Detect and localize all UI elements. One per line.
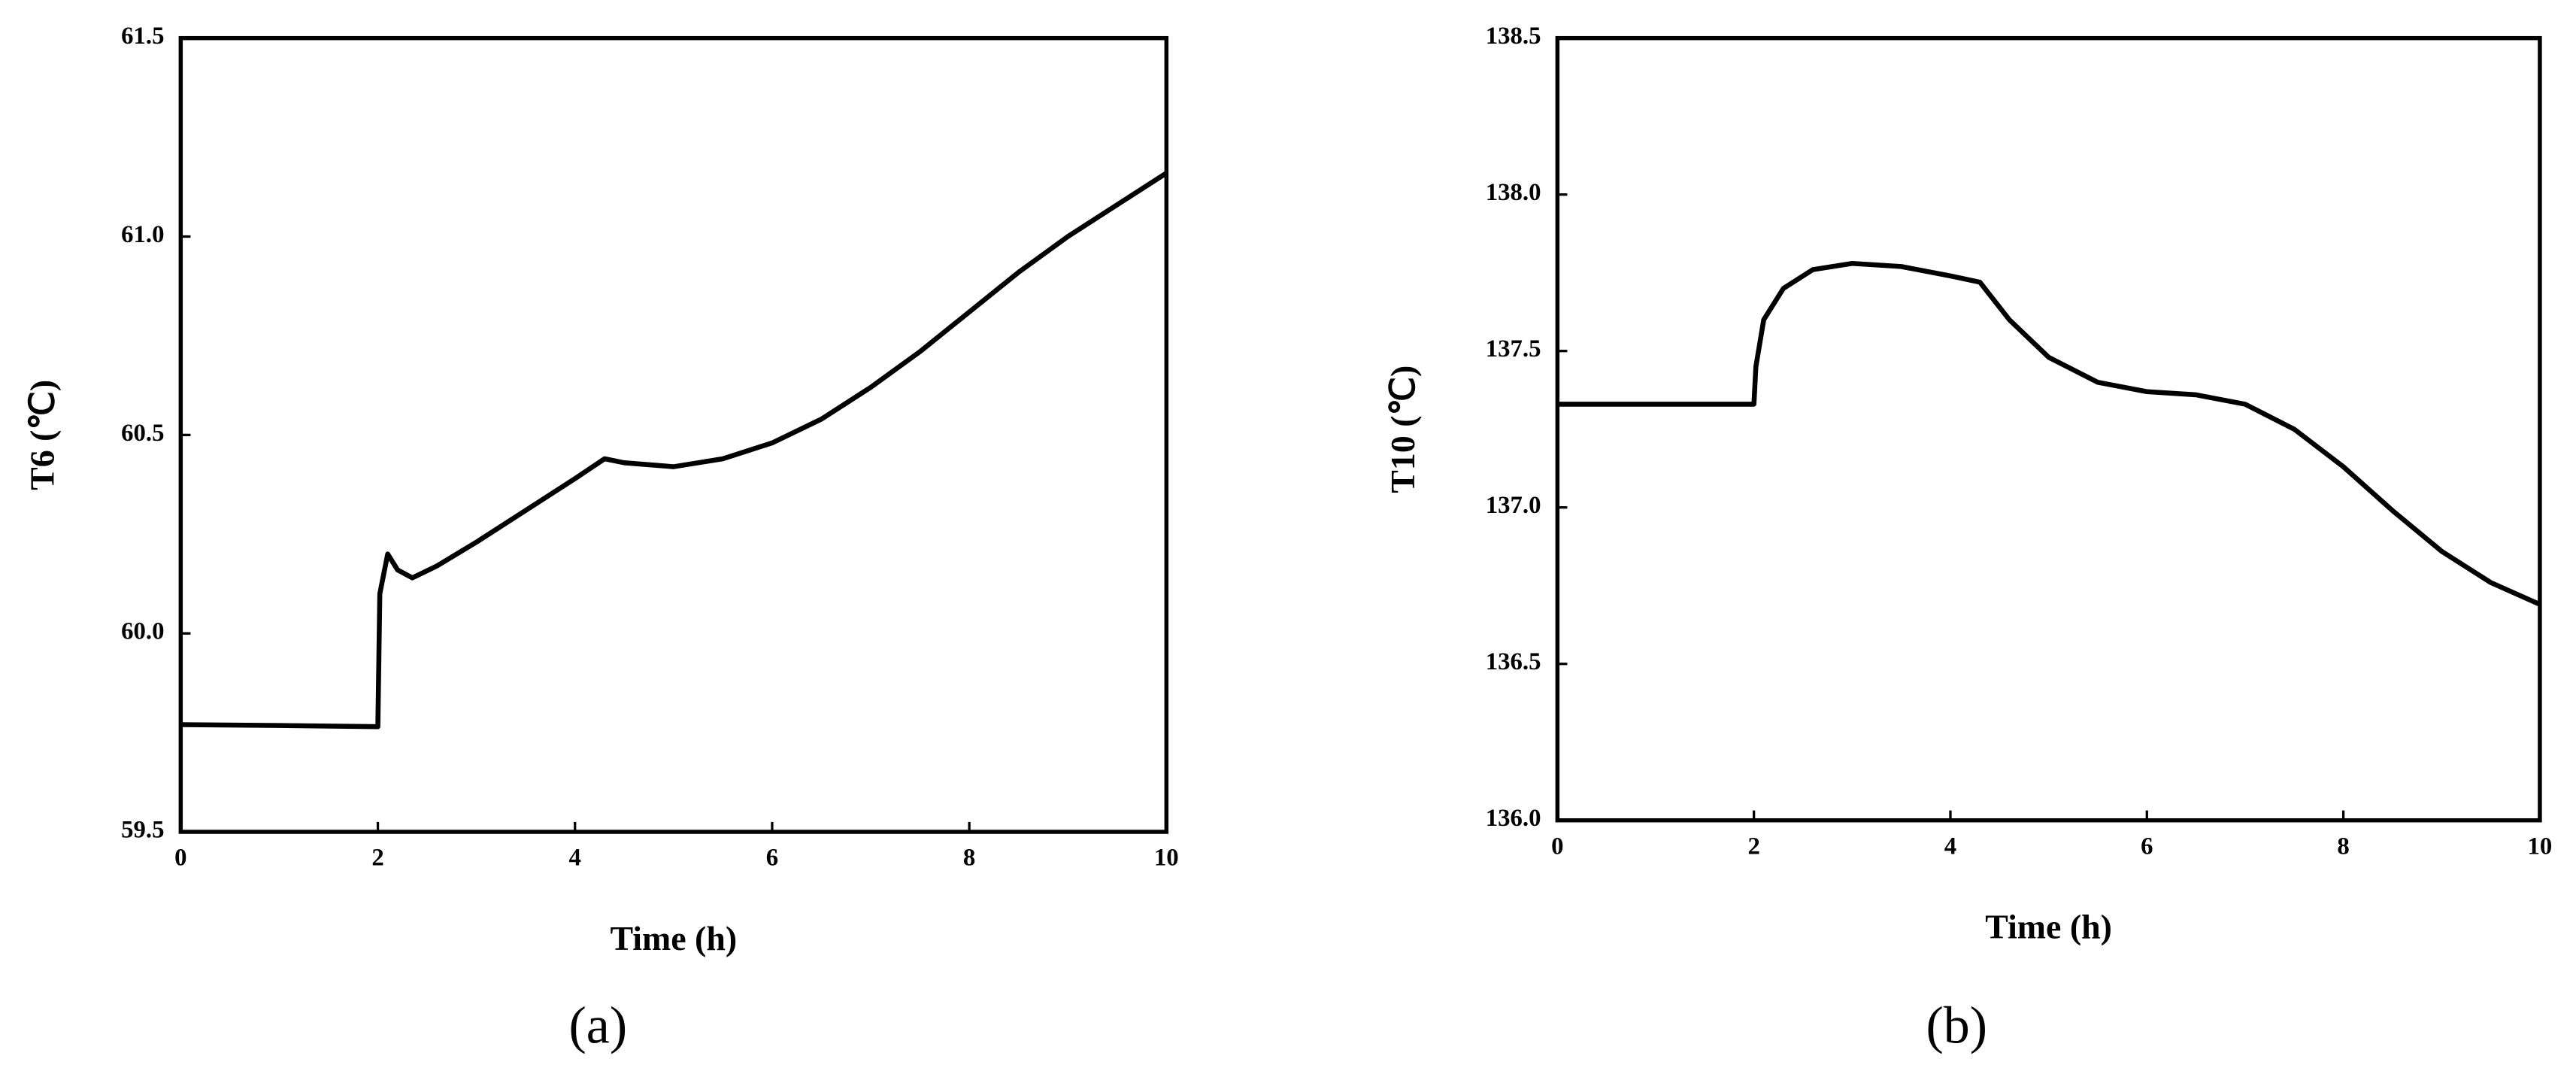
x-tick-label: 10 — [2528, 833, 2553, 860]
panel-caption: (a) — [569, 997, 628, 1054]
data-line — [180, 171, 1168, 730]
x-tick-label: 6 — [766, 845, 778, 872]
y-tick-label: 136.0 — [1486, 805, 1541, 832]
x-tick-label: 10 — [1154, 845, 1179, 872]
y-axis-label: T6 (℃) — [23, 380, 62, 490]
x-axis-label: Time (h) — [611, 919, 738, 957]
y-tick-label: 60.5 — [121, 420, 164, 447]
x-tick-label: 4 — [1944, 833, 1956, 860]
y-tick-label: 137.5 — [1486, 335, 1541, 363]
y-tick-label: 138.5 — [1486, 23, 1541, 50]
y-tick-label: 61.0 — [121, 221, 164, 248]
y-tick-label: 60.0 — [121, 618, 164, 645]
y-tick-label: 137.0 — [1486, 492, 1541, 519]
panel-caption: (b) — [1926, 997, 1988, 1054]
x-axis-label: Time (h) — [1985, 908, 2112, 946]
data-line — [1557, 260, 2541, 607]
y-tick-label: 136.5 — [1486, 648, 1541, 675]
x-tick-label: 8 — [963, 845, 975, 872]
x-tick-label: 0 — [1551, 833, 1563, 860]
x-tick-label: 8 — [2337, 833, 2349, 860]
y-tick-label: 61.5 — [121, 23, 164, 50]
y-tick-label: 138.0 — [1486, 179, 1541, 206]
y-tick-label: 59.5 — [121, 817, 164, 844]
x-tick-label: 2 — [1747, 833, 1759, 860]
x-tick-label: 6 — [2141, 833, 2153, 860]
plot-frame — [178, 35, 1169, 834]
x-tick-label: 2 — [371, 845, 383, 872]
y-axis-label: T10 (℃) — [1383, 366, 1422, 493]
x-tick-label: 0 — [174, 845, 186, 872]
x-tick-label: 4 — [569, 845, 581, 872]
plot-frame — [1555, 35, 2542, 823]
